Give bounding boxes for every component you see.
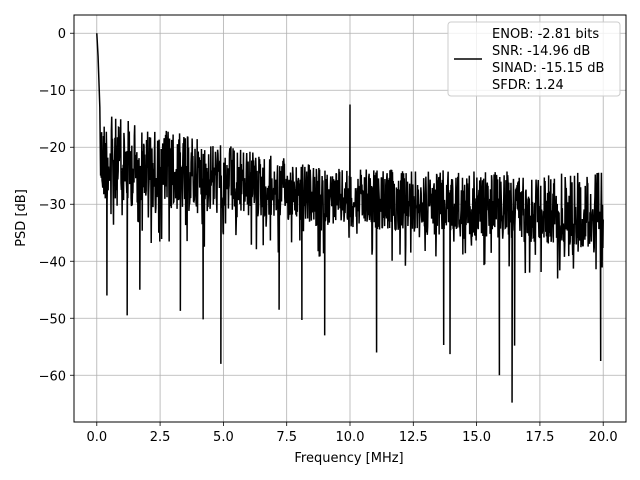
y-axis-label: PSD [dB] [14,189,29,247]
x-axis-label: Frequency [MHz] [294,451,403,466]
legend-sinad: SINAD: -15.15 dB [492,61,604,76]
y-tick-label: −40 [39,255,66,270]
plot-area [96,33,604,403]
x-tick-label: 12.5 [399,430,428,445]
y-axis-ticks: 0 −10 −20 −30 −40 −50 −60 [39,27,74,384]
y-tick-label: −10 [39,84,66,99]
x-tick-label: 15.0 [462,430,491,445]
legend-snr: SNR: -14.96 dB [492,44,590,59]
x-tick-label: 10.0 [336,430,365,445]
y-tick-label: −20 [39,141,66,156]
x-tick-label: 20.0 [589,430,618,445]
y-tick-label: −60 [39,369,66,384]
y-tick-label: −50 [39,312,66,327]
x-tick-label: 2.5 [150,430,171,445]
x-tick-label: 5.0 [213,430,234,445]
y-tick-label: −30 [39,198,66,213]
legend-box [447,21,621,97]
legend: ENOB: -2.81 bits SNR: -14.96 dB SINAD: -… [447,21,621,97]
x-tick-label: 0.0 [86,430,107,445]
legend-sfdr: SFDR: 1.24 [492,78,564,93]
psd-series-line [96,33,604,403]
x-axis-ticks: 0.0 2.5 5.0 7.5 10.0 12.5 15.0 17.5 20.0 [86,422,618,445]
legend-enob: ENOB: -2.81 bits [492,27,599,42]
x-tick-label: 7.5 [276,430,297,445]
y-tick-label: 0 [58,27,66,42]
x-tick-label: 17.5 [525,430,554,445]
